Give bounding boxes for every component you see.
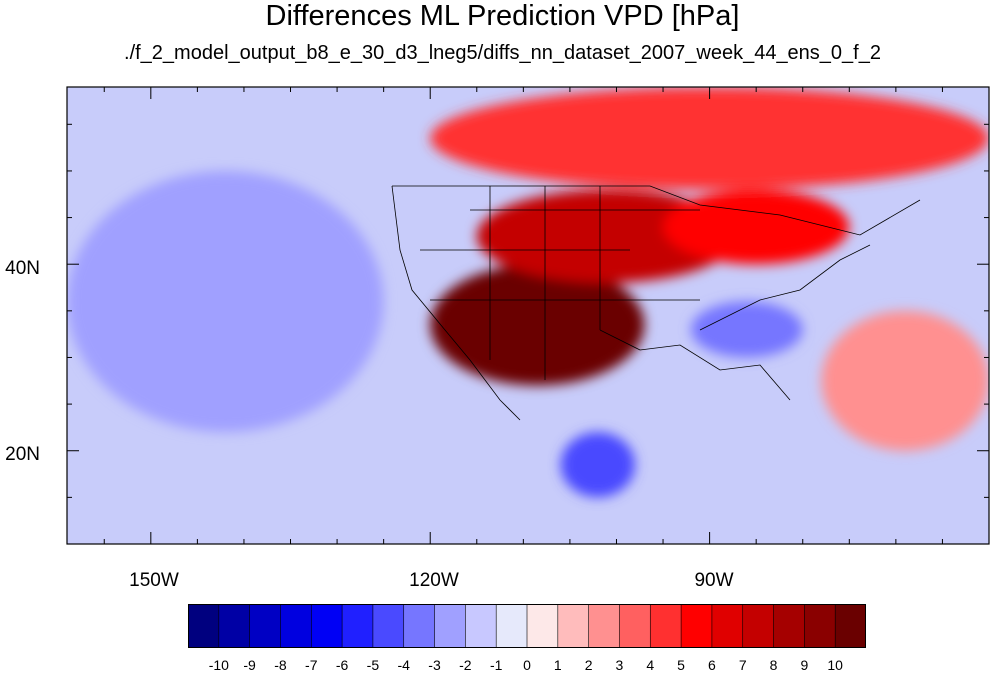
colorbar-swatch [742,604,775,648]
region-western-atlantic [821,310,989,451]
colorbar [188,604,866,648]
colorbar-swatch [619,604,652,648]
colorbar-swatch [649,604,682,648]
region-mexico-pacific-coast [560,432,636,498]
colorbar-swatch [711,604,744,648]
colorbar-tick-label: -3 [428,657,441,673]
colorbar-swatch [495,604,528,648]
boundary-line [420,209,700,301]
colorbar-frame [188,604,866,648]
colorbar-swatch [249,604,282,648]
colorbar-swatch [341,604,374,648]
boundary-line [489,186,601,380]
region-northeast-pacific [67,170,384,433]
colorbar-tick-label: 0 [523,657,531,673]
map-field [67,87,989,544]
region-southwest-us [430,264,645,386]
colorbar-tick-label: -2 [459,657,472,673]
colorbar-tick-label: -8 [274,657,287,673]
chart-title: Differences ML Prediction VPD [hPa] [265,0,740,32]
region-great-lakes [663,189,850,265]
colorbar-tick-label: 1 [553,657,562,673]
boundary-line [392,185,921,236]
colorbar-swatch [434,604,467,648]
boundary-line [599,329,791,401]
colorbar-tick-label: 3 [615,657,624,673]
colorbar-swatch [465,604,497,648]
colorbar-swatch [773,604,806,648]
colorbar-tick-label: 6 [708,657,716,673]
colorbar-swatch [526,604,559,648]
colorbar-swatch [218,604,251,648]
colorbar-tick-label: 8 [769,657,778,673]
colorbar-swatch [310,604,343,648]
x-tick-label-90w: 90W [694,570,734,591]
colorbar-tick-label: -1 [489,657,503,673]
colorbar-tick-label: -6 [335,657,349,673]
colorbar-swatch [372,604,405,648]
boundary-line [699,244,871,331]
plot-frame [66,86,990,545]
colorbar-tick-label: -10 [208,657,229,673]
colorbar-tick-label: 7 [738,657,747,673]
colorbar-swatch [804,604,836,648]
region-southeast-us [690,301,803,358]
y-tick-label-20n: 20N [5,444,40,465]
boundary-line [391,185,521,421]
colorbar-swatch [188,604,220,648]
colorbar-swatch [557,604,590,648]
colorbar-tick-label: -9 [243,657,256,673]
colorbar-tick-label: 5 [677,657,685,673]
colorbar-swatch [280,604,313,648]
colorbar-swatch [588,604,621,648]
chart-subtitle: ./f_2_model_output_b8_e_30_d3_lneg5/diff… [124,42,881,64]
colorbar-swatch [680,604,713,648]
colorbar-tick-label: -5 [366,657,380,673]
colorbar-tick-label: -7 [305,657,318,673]
colorbar-swatch [834,604,866,648]
colorbar-tick-label: -4 [397,657,410,673]
colorbar-tick-label: 10 [827,657,843,673]
colorbar-tick-label: 4 [646,657,655,673]
colorbar-tick-label: 2 [584,657,593,673]
region-canada [430,87,989,190]
colorbar-swatch [403,604,436,648]
colorbar-tick-label: 9 [800,657,809,673]
y-tick-label-40n: 40N [5,258,40,279]
x-tick-label-150w: 150W [129,570,179,591]
x-tick-label-120w: 120W [409,570,459,591]
